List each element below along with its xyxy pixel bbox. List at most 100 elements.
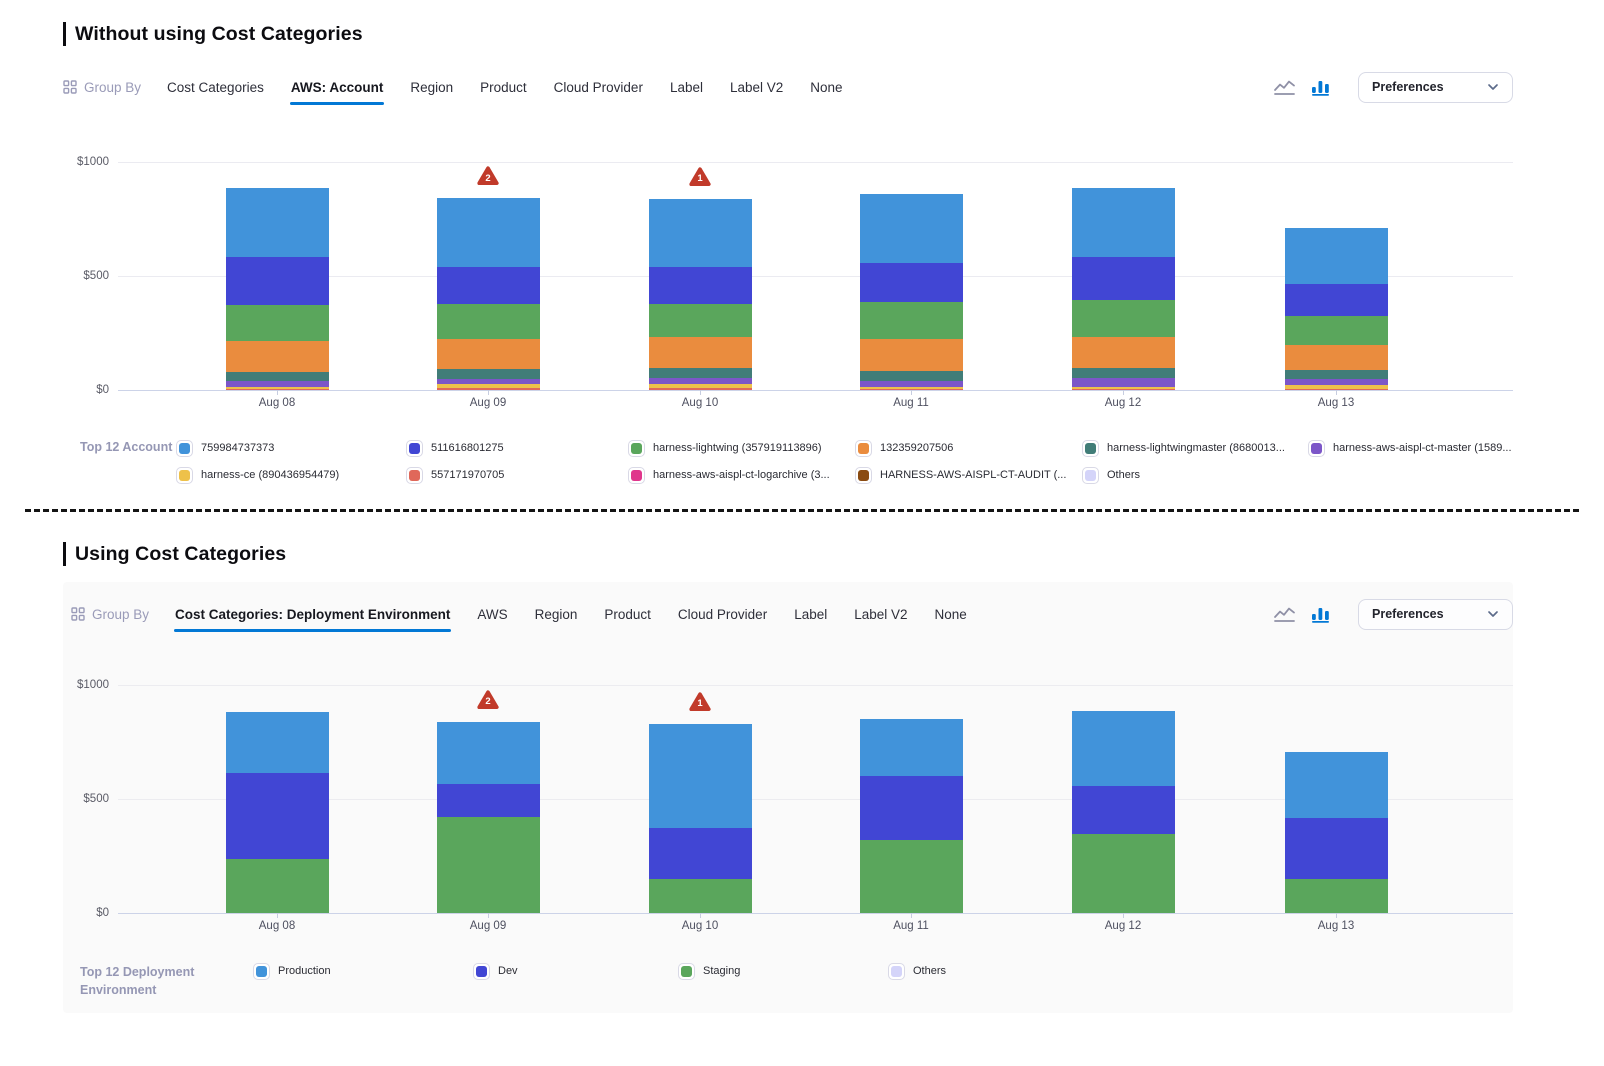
- bar-segment-harness-aws-aispl-ct-master-1589: [859, 380, 963, 387]
- bar-segment-759984737373: [648, 199, 752, 268]
- legend-swatch-759984737373: [176, 439, 193, 457]
- bar-segment-staging: [1071, 833, 1175, 913]
- bar-segment-harness-aws-aispl-ct-master-1589: [648, 377, 752, 385]
- gridline: [118, 390, 1513, 391]
- anomaly-count: 1: [697, 698, 703, 710]
- bar-segment-dev: [436, 784, 540, 818]
- bar-segment-harness-lightwingmaster-8680013: [1284, 369, 1388, 379]
- legend-label: harness-aws-aispl-ct-logarchive (3...: [653, 469, 830, 481]
- x-axis-label-aug-12: Aug 12: [1104, 397, 1142, 409]
- legend-item-557171970705[interactable]: 557171970705: [406, 465, 628, 485]
- legend-item-759984737373[interactable]: 759984737373: [176, 438, 406, 458]
- stacked-bar-chart: $0 $500 $1000 Aug 08 Aug 09 2 Aug 10 1 Aug 11 Aug…: [63, 679, 1513, 951]
- bar-aug-11[interactable]: [859, 194, 963, 390]
- legend-label: 759984737373: [201, 442, 275, 454]
- legend-title: Top 12 Deployment Environment: [80, 965, 195, 997]
- x-axis-tick: [700, 913, 701, 918]
- bar-segment-harness-lightwing-357919113896: [436, 304, 540, 339]
- legend-label: harness-lightwingmaster (8680013...: [1107, 442, 1285, 454]
- tab-aws[interactable]: AWS: [477, 606, 508, 622]
- anomaly-badge-aug-10[interactable]: 1: [689, 691, 711, 712]
- legend-item-staging[interactable]: Staging: [678, 961, 888, 981]
- bar-segment-harness-aws-aispl-ct-master-1589: [1071, 378, 1175, 387]
- bar-segment-harness-ce-890436954479: [436, 384, 540, 388]
- legend-swatch-132359207506: [855, 439, 872, 457]
- legend-items: Production Dev Staging Others: [253, 961, 946, 981]
- bar-aug-12[interactable]: [1071, 187, 1175, 390]
- gridline: [118, 799, 1513, 800]
- legend-item-harness-lightwing-357919113896[interactable]: harness-lightwing (357919113896): [628, 438, 855, 458]
- anomaly-badge-aug-09[interactable]: 2: [477, 689, 499, 710]
- bar-segment-759984737373: [859, 194, 963, 263]
- tab-label-v2[interactable]: Label V2: [729, 79, 784, 95]
- bar-aug-10[interactable]: [648, 199, 752, 390]
- legend-item-others[interactable]: Others: [888, 961, 946, 981]
- section-using-cost-categories: Using Cost Categories Group By Cost Cate…: [63, 542, 1513, 1013]
- legend-label: 511616801275: [431, 442, 504, 454]
- preferences-button[interactable]: Preferences: [1358, 598, 1513, 630]
- bar-chart-toggle-icon[interactable]: [1311, 606, 1331, 623]
- line-chart-toggle-icon[interactable]: [1273, 606, 1296, 623]
- tab-product[interactable]: Product: [604, 606, 651, 622]
- tab-none[interactable]: None: [810, 79, 843, 95]
- tab-region[interactable]: Region: [410, 79, 454, 95]
- bar-segment-759984737373: [436, 198, 540, 267]
- bar-segment-harness-aws-aispl-ct-master-1589: [225, 380, 329, 387]
- bar-aug-09[interactable]: [436, 198, 540, 390]
- y-axis-label: $500: [83, 793, 109, 805]
- legend-item-others[interactable]: Others: [1082, 465, 1308, 485]
- legend-item-511616801275[interactable]: 511616801275: [406, 438, 628, 458]
- tab-label[interactable]: Label: [669, 79, 703, 95]
- bar-segment-557171970705: [436, 387, 540, 390]
- x-axis-label-aug-08: Aug 08: [258, 920, 296, 932]
- tab-cloud-provider[interactable]: Cloud Provider: [553, 79, 643, 95]
- tab-none[interactable]: None: [934, 606, 967, 622]
- anomaly-badge-aug-10[interactable]: 1: [689, 166, 711, 187]
- legend-swatch-harness-lightwingmaster-8680013: [1082, 439, 1099, 457]
- bar-segment-harness-aws-aispl-ct-master-1589: [436, 379, 540, 385]
- legend-item-harness-aws-aispl-ct-master-1589[interactable]: harness-aws-aispl-ct-master (1589...: [1308, 438, 1512, 458]
- legend-item-harness-lightwingmaster-8680013[interactable]: harness-lightwingmaster (8680013...: [1082, 438, 1308, 458]
- legend-swatch-harness-aws-aispl-ct-master-1589: [1308, 439, 1325, 457]
- bar-aug-08[interactable]: [225, 188, 329, 390]
- x-axis-tick: [1123, 390, 1124, 395]
- bar-aug-09[interactable]: [436, 721, 540, 913]
- preferences-button[interactable]: Preferences: [1358, 71, 1513, 103]
- legend-item-132359207506[interactable]: 132359207506: [855, 438, 1082, 458]
- bar-aug-11[interactable]: [859, 718, 963, 913]
- bar-aug-10[interactable]: [648, 724, 752, 913]
- legend-label: harness-ce (890436954479): [201, 469, 340, 481]
- group-by-text: Group By: [84, 79, 142, 95]
- group-by-grid-icon: [63, 80, 77, 94]
- tab-cost-categories[interactable]: Cost Categories: [167, 79, 264, 95]
- tab-label-v2[interactable]: Label V2: [854, 606, 908, 622]
- bar-segment-production: [859, 718, 963, 777]
- legend-label: 557171970705: [431, 469, 505, 481]
- tab-product[interactable]: Product: [480, 79, 527, 95]
- x-axis-tick: [1336, 913, 1337, 918]
- bar-segment-harness-lightwing-357919113896: [648, 303, 752, 338]
- bar-aug-12[interactable]: [1071, 711, 1175, 913]
- legend-swatch-harness-lightwing-357919113896: [628, 439, 645, 457]
- legend-swatch-others: [1082, 466, 1099, 484]
- legend-item-harness-aws-aispl-ct-audit[interactable]: HARNESS-AWS-AISPL-CT-AUDIT (...: [855, 465, 1082, 485]
- bar-aug-13[interactable]: [1284, 751, 1388, 913]
- section-title: Using Cost Categories: [63, 542, 1513, 566]
- tab-label[interactable]: Label: [794, 606, 828, 622]
- tab-aws-account[interactable]: AWS: Account: [289, 79, 384, 105]
- legend-item-harness-ce-890436954479[interactable]: harness-ce (890436954479): [176, 465, 406, 485]
- line-chart-toggle-icon[interactable]: [1273, 79, 1296, 96]
- toolbar-right: Preferences: [1273, 598, 1513, 630]
- legend-item-production[interactable]: Production: [253, 961, 473, 981]
- legend-item-harness-aws-aispl-ct-logarchive-3[interactable]: harness-aws-aispl-ct-logarchive (3...: [628, 465, 855, 485]
- bar-segment-staging: [859, 839, 963, 913]
- bar-chart-toggle-icon[interactable]: [1311, 79, 1331, 96]
- legend-item-dev[interactable]: Dev: [473, 961, 678, 981]
- tab-cost-categories-deployment-environment[interactable]: Cost Categories: Deployment Environment: [174, 606, 452, 632]
- tab-cloud-provider[interactable]: Cloud Provider: [677, 606, 768, 622]
- bar-aug-08[interactable]: [225, 712, 329, 913]
- tab-region[interactable]: Region: [534, 606, 578, 622]
- bar-aug-13[interactable]: [1284, 227, 1388, 390]
- legend-swatch-harness-aws-aispl-ct-logarchive-3: [628, 466, 645, 484]
- anomaly-badge-aug-09[interactable]: 2: [477, 165, 499, 186]
